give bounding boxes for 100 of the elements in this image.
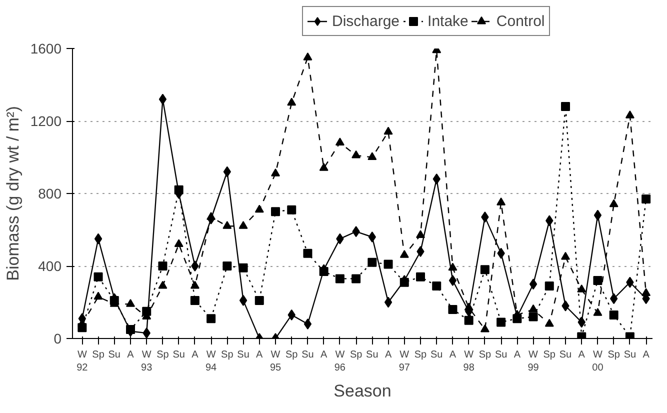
point [319,163,328,171]
point [400,250,409,258]
point [238,221,248,229]
point [448,275,457,286]
point [561,252,570,260]
legend-label: Intake [428,12,468,30]
y-tick-label: 400 [38,258,62,274]
point [158,94,167,105]
point [384,126,393,135]
x-tick-label: Sp [543,350,556,360]
point [400,278,409,287]
point [432,174,440,184]
point [384,296,392,308]
legend-label: Control [496,12,545,30]
y-axis-title: Biomass (g dry wt / m²) [3,106,22,281]
point [512,310,522,318]
point [384,260,393,269]
legend-label: Discharge [332,12,400,30]
point [94,292,103,300]
point [191,260,199,272]
point [496,197,506,206]
x-tick-label: A [642,350,650,360]
x-tick-label: W 92 [76,350,88,374]
point [368,152,377,160]
point [448,305,458,314]
x-tick-label: Su [494,350,508,360]
x-tick-label: W 93 [141,350,153,374]
point [190,296,200,305]
point [528,304,538,312]
point [480,324,490,332]
point [625,110,634,118]
x-tick-label: W 99 [528,350,540,374]
x-tick-label: Su [366,350,378,360]
point [126,298,135,307]
point [158,262,168,270]
point [304,318,312,330]
point [238,263,248,272]
x-tick-label: Su [108,350,121,360]
x-tick-label: A [384,350,392,360]
x-tick-label: W 98 [463,350,475,374]
point [609,310,618,320]
x-tick-label: Sp [608,350,620,360]
point [544,281,554,290]
point [593,308,602,316]
x-tick-label: Sp [92,350,105,360]
x-tick-label: Sp [350,350,363,360]
point [561,102,570,111]
x-tick-label: W 95 [270,350,282,374]
point [94,233,102,244]
x-tick-label: Sp [414,350,428,360]
point [368,232,376,242]
point [303,52,312,60]
point [464,316,474,325]
point [464,302,474,310]
x-tick-label: W 97 [398,350,410,374]
point [448,262,458,271]
x-tick-label: A [514,350,521,360]
point [206,212,216,220]
point [544,318,554,327]
point [271,168,280,176]
point [287,205,296,214]
point [126,324,135,334]
point [352,274,361,284]
x-tick-label: Su [302,350,314,360]
x-tick-label: Su [237,350,250,360]
point [594,210,602,221]
point [174,239,184,248]
point [335,138,344,146]
point [174,185,184,194]
x-tick-label: Su [172,350,185,360]
point [254,296,264,305]
x-tick-label: W 00 [592,350,604,374]
x-tick-label: Su [430,350,443,360]
point [642,288,651,296]
point [142,328,150,338]
x-tick-label: Sp [285,350,298,360]
point [529,278,538,290]
y-tick-label: 0 [54,330,62,346]
x-axis-title: Season [334,382,392,401]
point [593,276,602,285]
x-tick-label: Su [559,350,572,360]
x-tick-label: Sp [156,350,170,360]
y-tick-label: 1600 [30,40,62,56]
point [222,262,232,270]
point [432,281,442,290]
point [416,272,425,282]
x-tick-label: A [256,350,264,360]
point [416,230,425,238]
x-tick-label: A [320,350,328,360]
point [254,204,264,213]
point [528,312,538,322]
y-tick-label: 800 [38,186,62,202]
point [158,280,168,289]
point [577,284,586,292]
x-tick-label: A [127,350,134,360]
point [222,221,232,229]
point [287,98,296,106]
point [368,258,377,267]
point [190,280,200,289]
point [609,199,618,208]
